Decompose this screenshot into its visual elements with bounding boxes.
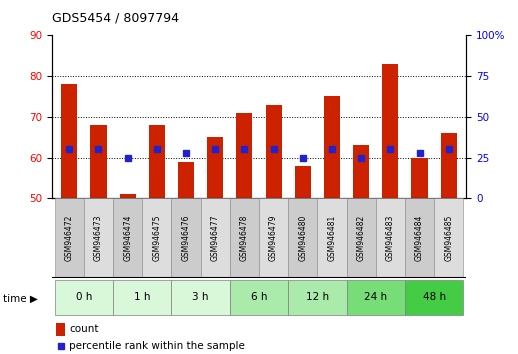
Text: 12 h: 12 h [306,292,329,302]
Text: GSM946481: GSM946481 [327,215,337,261]
Bar [236,113,252,198]
Bar [55,280,113,315]
Bar [84,198,113,278]
Text: 1 h: 1 h [134,292,151,302]
Bar [120,194,136,198]
Text: GSM946476: GSM946476 [181,215,191,261]
Bar [55,198,84,278]
Text: 0 h: 0 h [76,292,92,302]
Bar [376,198,405,278]
Bar [324,96,340,198]
Text: GSM946474: GSM946474 [123,215,132,261]
Text: time ▶: time ▶ [3,294,37,304]
Text: GSM946485: GSM946485 [444,215,453,261]
Text: GSM946473: GSM946473 [94,215,103,261]
Bar [353,145,369,198]
Bar [230,198,259,278]
Bar [295,166,311,198]
Bar [113,198,142,278]
Bar [149,125,165,198]
Bar [405,198,434,278]
Bar [230,280,288,315]
Bar [405,280,463,315]
Text: GSM946483: GSM946483 [386,215,395,261]
Bar [56,323,65,336]
Bar [411,158,427,198]
Bar [347,198,376,278]
Text: GSM946472: GSM946472 [65,215,74,261]
Bar [434,198,463,278]
Bar [207,137,223,198]
Bar [171,198,200,278]
Bar [178,161,194,198]
Bar [142,198,171,278]
Bar [91,125,107,198]
Bar [61,84,77,198]
Text: GSM946478: GSM946478 [240,215,249,261]
Text: GSM946479: GSM946479 [269,215,278,261]
Bar [382,64,398,198]
Bar [266,105,282,198]
Bar [288,198,318,278]
Text: count: count [69,324,99,334]
Text: percentile rank within the sample: percentile rank within the sample [69,341,245,351]
Bar [441,133,457,198]
Bar [318,198,347,278]
Bar [347,280,405,315]
Bar [200,198,230,278]
Text: GSM946477: GSM946477 [211,215,220,261]
Text: 6 h: 6 h [251,292,267,302]
Text: GSM946484: GSM946484 [415,215,424,261]
Text: GSM946475: GSM946475 [152,215,162,261]
Text: GSM946482: GSM946482 [356,215,366,261]
Bar [171,280,230,315]
Text: GSM946480: GSM946480 [298,215,307,261]
Text: 48 h: 48 h [423,292,445,302]
Bar [113,280,171,315]
Text: 3 h: 3 h [192,292,209,302]
Text: 24 h: 24 h [364,292,387,302]
Text: GDS5454 / 8097794: GDS5454 / 8097794 [52,12,179,25]
Bar [259,198,288,278]
Bar [288,280,347,315]
